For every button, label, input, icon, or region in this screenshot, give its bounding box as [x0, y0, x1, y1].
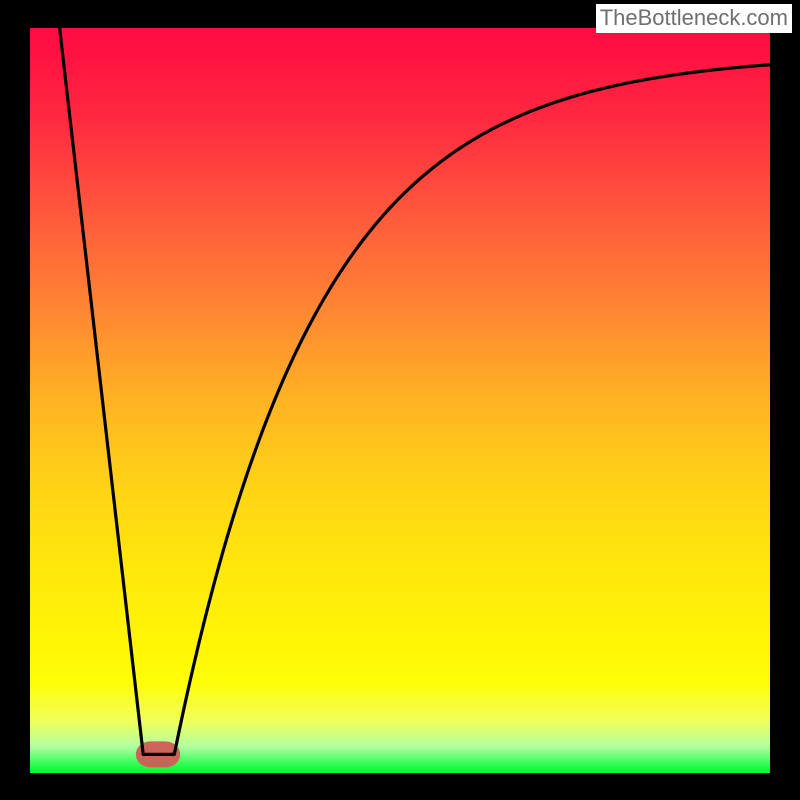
gradient-panel	[30, 28, 770, 773]
brand-watermark: TheBottleneck.com	[596, 4, 792, 33]
chart-root: TheBottleneck.com	[0, 0, 800, 800]
chart-svg	[0, 0, 800, 800]
